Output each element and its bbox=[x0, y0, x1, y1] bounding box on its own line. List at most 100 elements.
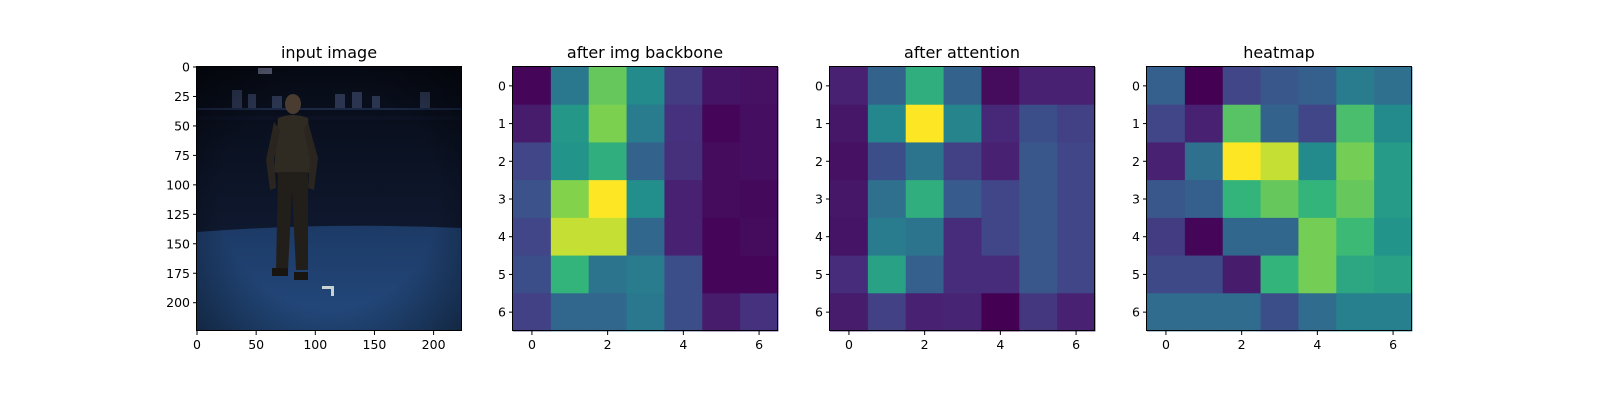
heatmap-cell bbox=[1147, 217, 1186, 256]
heatmap-cell bbox=[550, 180, 590, 219]
y-tick-label: 25 bbox=[174, 89, 190, 104]
y-tick-label: 4 bbox=[498, 229, 506, 244]
y-tick-label: 100 bbox=[166, 177, 190, 192]
heatmap-panel-after-attention: 0 2 4 6 0 1 2 3 4 5 6 bbox=[815, 66, 1096, 352]
heatmap-cell bbox=[550, 104, 590, 143]
heatmap-cell bbox=[1019, 180, 1058, 219]
heatmap-cell bbox=[1184, 67, 1224, 106]
heatmap-cell bbox=[981, 255, 1020, 294]
heatmap-cell bbox=[1222, 67, 1261, 106]
heatmap-cell bbox=[1260, 180, 1299, 219]
heatmap-cell bbox=[1184, 104, 1224, 143]
heatmap-cell bbox=[1147, 142, 1186, 181]
y-tick-label: 2 bbox=[498, 154, 506, 169]
heatmap-cell bbox=[1298, 293, 1337, 332]
y-tick-label: 0 bbox=[182, 60, 190, 75]
heatmap-cell bbox=[1057, 67, 1096, 106]
heatmap-cell bbox=[1336, 104, 1375, 143]
heatmap-cell bbox=[1057, 255, 1096, 294]
heatmap-cell bbox=[1336, 180, 1375, 219]
heatmap-cell bbox=[1019, 293, 1058, 332]
heatmap-cell bbox=[1057, 142, 1096, 181]
y-tick-label: 125 bbox=[166, 207, 190, 222]
heatmap-cell bbox=[981, 142, 1020, 181]
heatmap-cell bbox=[664, 142, 703, 181]
y-tick-label: 3 bbox=[815, 192, 823, 207]
x-tick-label: 50 bbox=[248, 337, 264, 352]
x-tick-label: 6 bbox=[1389, 337, 1397, 352]
heatmap-cell bbox=[626, 67, 665, 106]
heatmap-cell bbox=[867, 104, 907, 143]
panel-title-heatmap: heatmap bbox=[1243, 43, 1315, 62]
heatmap-cell bbox=[1336, 293, 1375, 332]
heatmap-cell bbox=[1374, 180, 1413, 219]
y-tick-label: 6 bbox=[498, 305, 506, 320]
heatmap-cell bbox=[867, 293, 907, 332]
heatmap-cell bbox=[905, 255, 944, 294]
heatmap-panel-after-img-backbone: 0 2 4 6 0 1 2 3 4 5 6 bbox=[498, 66, 779, 352]
heatmap-cell bbox=[981, 104, 1020, 143]
heatmap-cell bbox=[867, 217, 907, 256]
heatmap-cell bbox=[1298, 104, 1337, 143]
heatmap-cell bbox=[588, 293, 627, 332]
y-tick-label: 50 bbox=[174, 118, 190, 133]
heatmap-cell bbox=[664, 293, 703, 332]
heatmap-cell bbox=[513, 180, 552, 219]
heatmap-cell bbox=[1147, 255, 1186, 294]
heatmap-cell bbox=[550, 67, 590, 106]
heatmap-cell bbox=[1374, 293, 1413, 332]
y-tick-label: 2 bbox=[815, 154, 823, 169]
heatmap-cell bbox=[1260, 67, 1299, 106]
y-tick-label: 4 bbox=[815, 229, 823, 244]
heatmap-cell bbox=[867, 180, 907, 219]
heatmap-cell bbox=[1019, 67, 1058, 106]
heatmap-cell bbox=[740, 180, 779, 219]
heatmap-cell bbox=[1374, 104, 1413, 143]
x-tick-label: 6 bbox=[755, 337, 763, 352]
x-tick-label: 0 bbox=[528, 337, 536, 352]
heatmap-cell bbox=[1260, 104, 1299, 143]
heatmap-cell bbox=[702, 293, 741, 332]
heatmap-cell bbox=[1057, 293, 1096, 332]
heatmap-cell bbox=[981, 217, 1020, 256]
y-tick-label: 6 bbox=[1132, 305, 1140, 320]
y-tick-label: 5 bbox=[815, 267, 823, 282]
heatmap-cell bbox=[1222, 293, 1261, 332]
heatmap-cell bbox=[1298, 217, 1337, 256]
heatmap-cell bbox=[867, 255, 907, 294]
heatmap-cell bbox=[1336, 67, 1375, 106]
heatmap-cell bbox=[702, 255, 741, 294]
heatmap-cell bbox=[1260, 255, 1299, 294]
heatmap-cell bbox=[1184, 180, 1224, 219]
heatmap-cell bbox=[513, 142, 552, 181]
x-tick-label: 2 bbox=[1238, 337, 1246, 352]
panel-title-after-img-backbone: after img backbone bbox=[567, 43, 723, 62]
heatmap-cell bbox=[1260, 217, 1299, 256]
y-tick-label: 4 bbox=[1132, 229, 1140, 244]
heatmap-cell bbox=[830, 142, 869, 181]
y-tick-label: 1 bbox=[1132, 116, 1140, 131]
heatmap-cell bbox=[1184, 217, 1224, 256]
heatmap-cell bbox=[513, 67, 552, 106]
heatmap-cell bbox=[1222, 104, 1261, 143]
heatmap-cell bbox=[830, 293, 869, 332]
x-tick-label: 2 bbox=[604, 337, 612, 352]
heatmap-cell bbox=[702, 180, 741, 219]
heatmap-cell bbox=[740, 104, 779, 143]
heatmap-cell bbox=[1147, 293, 1186, 332]
y-tick-label: 3 bbox=[498, 192, 506, 207]
y-tick-label: 150 bbox=[166, 236, 190, 251]
heatmap-cell bbox=[1147, 104, 1186, 143]
heatmap-cell bbox=[588, 142, 627, 181]
heatmap-cell bbox=[905, 142, 944, 181]
heatmap-cell bbox=[1184, 142, 1224, 181]
heatmap-cell bbox=[905, 67, 944, 106]
heatmap-cell bbox=[1298, 255, 1337, 294]
y-tick-label: 175 bbox=[166, 266, 190, 281]
heatmap-cell bbox=[740, 293, 779, 332]
heatmap-cell bbox=[550, 255, 590, 294]
heatmap-cell bbox=[550, 217, 590, 256]
heatmap-cell bbox=[1336, 217, 1375, 256]
heatmap-cell bbox=[1374, 67, 1413, 106]
heatmap-cell bbox=[867, 67, 907, 106]
